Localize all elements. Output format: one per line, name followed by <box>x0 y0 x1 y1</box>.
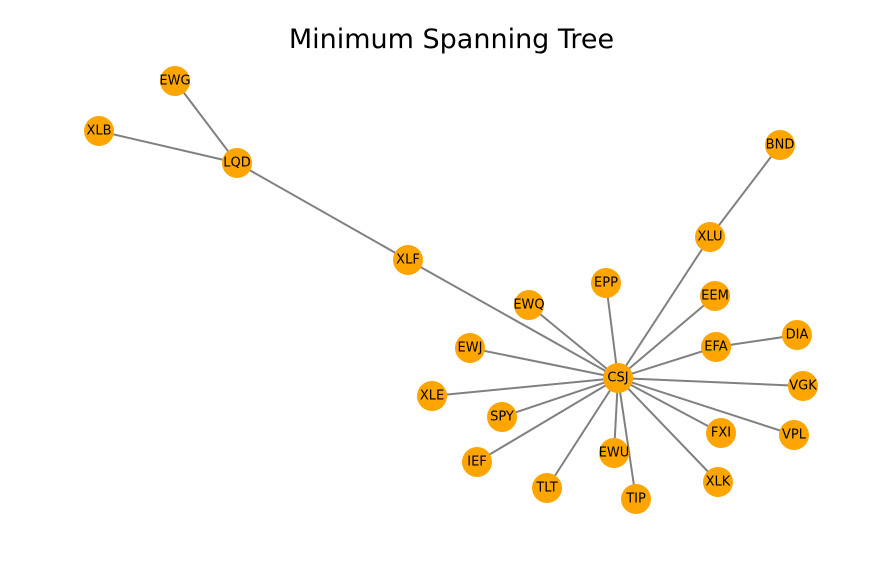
node-circle <box>393 245 423 275</box>
node-xlu: XLU <box>695 222 725 252</box>
node-lqd: LQD <box>222 148 252 178</box>
node-label: EWQ <box>513 298 544 313</box>
node-ewu: EWU <box>599 438 630 468</box>
edge-tip-csj <box>617 377 637 500</box>
edge-fxi-csj <box>617 377 722 434</box>
node-circle <box>599 438 629 468</box>
node-circle <box>514 290 544 320</box>
node-circle <box>695 222 725 252</box>
node-circle <box>455 333 485 363</box>
edge-bnd-xlu <box>709 144 781 238</box>
node-circle <box>487 402 517 432</box>
node-tip: TIP <box>621 484 651 514</box>
node-circle <box>591 268 621 298</box>
node-circle <box>765 130 795 160</box>
node-label: EPP <box>594 276 618 291</box>
node-label: VPL <box>782 428 807 443</box>
node-label: VGK <box>789 379 817 394</box>
node-vgk: VGK <box>788 371 818 401</box>
edge-ief-csj <box>476 377 619 463</box>
edge-spy-csj <box>501 377 619 418</box>
node-epp: EPP <box>591 268 621 298</box>
node-layer: EWG XLB LQD XLF BND XLU EPP EEM EWQ EWJ EFA DIA CSJ X… <box>84 66 818 514</box>
edge-xle-csj <box>431 377 619 397</box>
node-label: FXI <box>711 426 731 441</box>
node-label: EEM <box>701 289 729 304</box>
node-label: TIP <box>625 492 646 507</box>
edge-epp-csj <box>605 282 619 379</box>
node-efa: EFA <box>701 332 731 362</box>
chart-title: Minimum Spanning Tree <box>288 24 615 55</box>
node-label: BND <box>766 138 795 153</box>
node-circle <box>84 116 114 146</box>
node-label: XLB <box>86 124 111 139</box>
node-label: XLF <box>396 253 420 268</box>
node-label: EWU <box>599 446 630 461</box>
edge-vpl-csj <box>617 377 795 436</box>
edge-ewj-csj <box>469 347 619 379</box>
node-label: XLK <box>706 475 731 490</box>
node-circle <box>788 371 818 401</box>
edge-lqd-xlf <box>236 162 409 261</box>
node-circle <box>603 363 633 393</box>
node-label: LQD <box>223 156 251 171</box>
node-circle <box>532 473 562 503</box>
node-circle <box>706 418 736 448</box>
node-circle <box>779 420 809 450</box>
node-circle <box>703 467 733 497</box>
node-fxi: FXI <box>706 418 736 448</box>
node-csj: CSJ <box>603 363 633 393</box>
node-circle <box>782 320 812 350</box>
node-ewg: EWG <box>159 66 191 96</box>
node-dia: DIA <box>782 320 812 350</box>
node-label: CSJ <box>607 371 628 386</box>
node-circle <box>621 484 651 514</box>
node-circle <box>417 381 447 411</box>
node-circle <box>160 66 190 96</box>
edge-xlf-csj <box>407 259 619 379</box>
node-xlf: XLF <box>393 245 423 275</box>
edge-xlk-csj <box>617 377 719 483</box>
node-label: EWJ <box>458 341 483 356</box>
node-tlt: TLT <box>532 473 562 503</box>
node-label: TLT <box>535 481 557 496</box>
node-circle <box>701 332 731 362</box>
node-label: IEF <box>467 455 487 470</box>
node-label: SPY <box>490 410 514 425</box>
edge-eem-csj <box>617 295 716 379</box>
edge-vgk-csj <box>617 377 804 387</box>
node-vpl: VPL <box>779 420 809 450</box>
node-ewj: EWJ <box>455 333 485 363</box>
node-label: XLE <box>420 389 444 404</box>
node-circle <box>222 148 252 178</box>
node-xlb: XLB <box>84 116 114 146</box>
node-label: DIA <box>786 328 809 343</box>
node-xlk: XLK <box>703 467 733 497</box>
edge-layer <box>98 80 804 500</box>
node-circle <box>462 447 492 477</box>
edge-tlt-csj <box>546 377 619 489</box>
node-label: XLU <box>697 230 722 245</box>
edge-ewq-csj <box>528 304 619 379</box>
edge-ewg-lqd <box>174 80 238 164</box>
edge-efa-csj <box>617 346 717 379</box>
node-ewq: EWQ <box>513 290 545 320</box>
node-bnd: BND <box>765 130 795 160</box>
node-eem: EEM <box>700 281 730 311</box>
node-label: EFA <box>704 340 727 355</box>
node-label: EWG <box>159 74 190 89</box>
edge-xlu-csj <box>617 236 711 379</box>
node-ief: IEF <box>462 447 492 477</box>
node-spy: SPY <box>487 402 517 432</box>
node-xle: XLE <box>417 381 447 411</box>
edge-xlb-lqd <box>98 130 238 164</box>
node-circle <box>700 281 730 311</box>
